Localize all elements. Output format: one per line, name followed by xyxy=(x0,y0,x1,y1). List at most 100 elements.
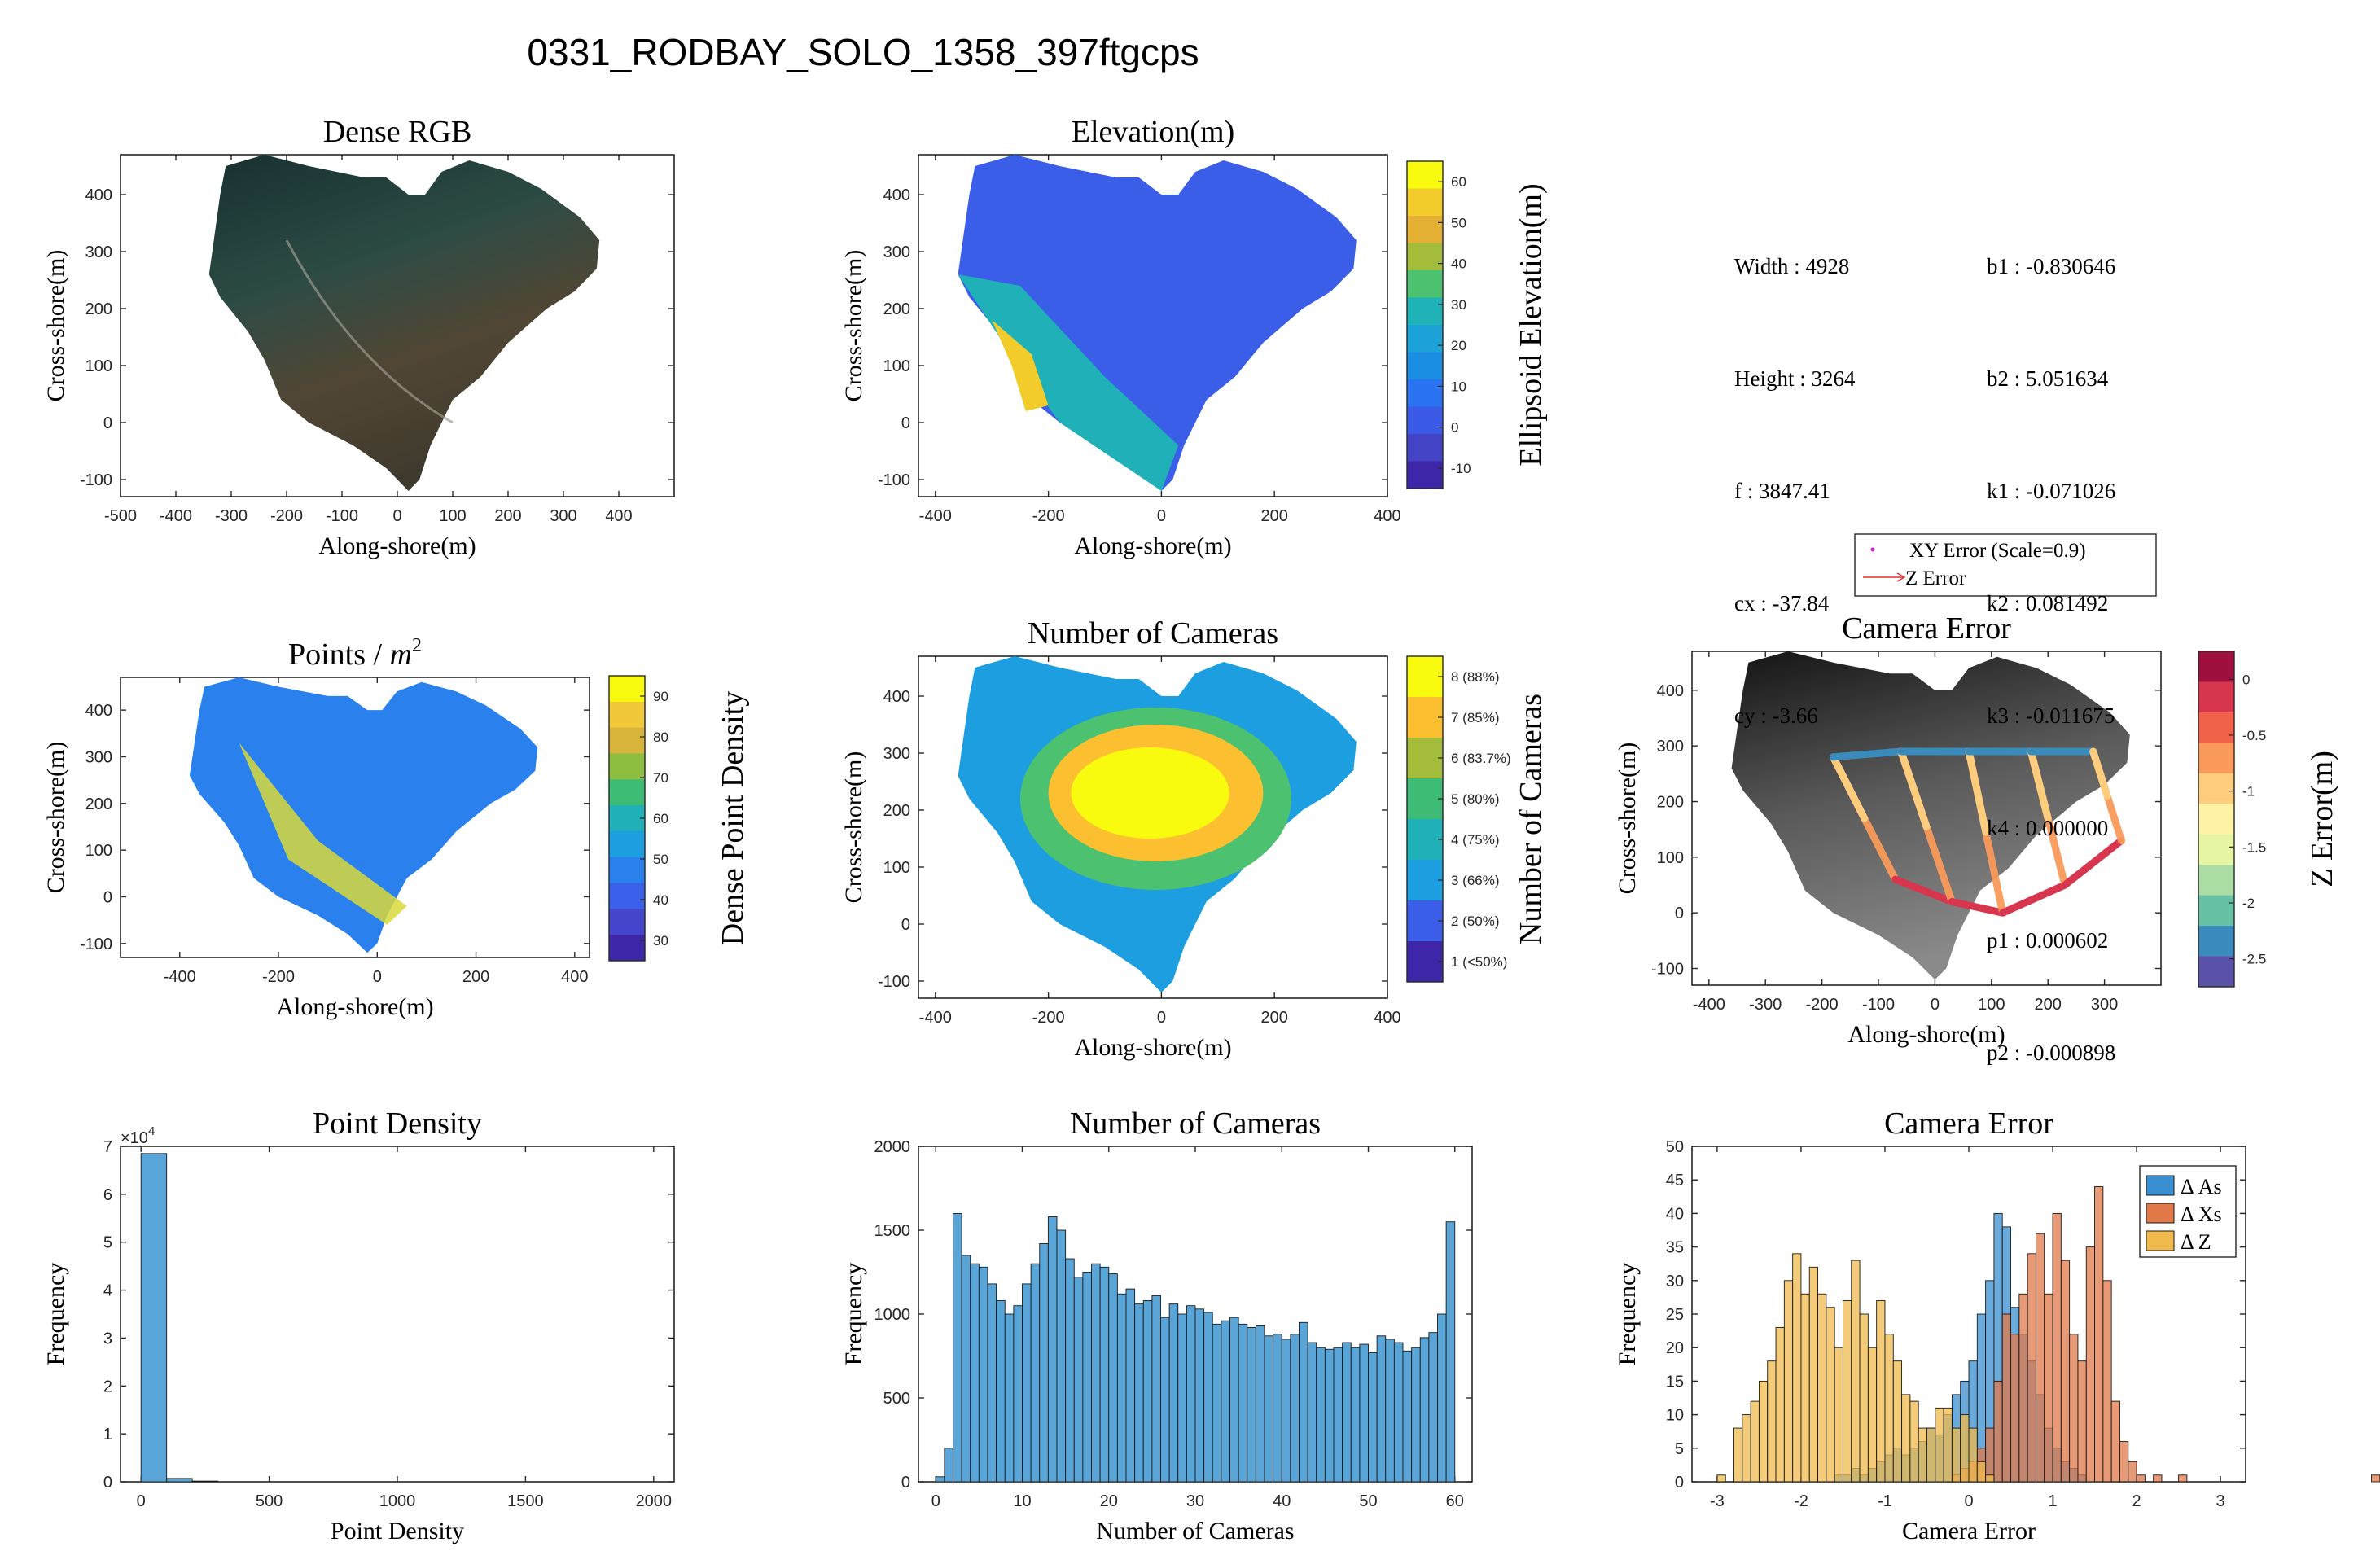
hist-bar xyxy=(1368,1352,1378,1483)
y-tick-label: 2 xyxy=(103,1378,112,1395)
y-tick-label: 5 xyxy=(1675,1440,1684,1458)
hist-bar xyxy=(978,1266,988,1483)
y-axis-label: Cross-shore(m) xyxy=(1614,743,1641,895)
x-tick-label: -100 xyxy=(326,507,358,525)
hist-bar xyxy=(935,1476,945,1483)
legend-swatch xyxy=(2146,1175,2175,1196)
chart-title-superscript: 2 xyxy=(412,635,422,656)
hist-bar-2 xyxy=(1716,1474,1726,1483)
hist-bar xyxy=(1290,1334,1300,1483)
hist-bar xyxy=(944,1448,953,1483)
param-row-height: Height : 3264 xyxy=(1734,366,1856,391)
y-axis-label: Cross-shore(m) xyxy=(840,751,867,904)
y-tick-label: 0 xyxy=(103,1474,112,1492)
x-tick-label: 60 xyxy=(1446,1492,1464,1510)
hist-bar-2 xyxy=(1901,1394,1911,1483)
y-tick-label: 3 xyxy=(103,1330,112,1347)
chart-title-math: m xyxy=(390,637,412,672)
hist-bar xyxy=(1212,1323,1222,1483)
colorbar-tick-label: 80 xyxy=(653,729,668,745)
x-tick-label: -200 xyxy=(1032,507,1065,525)
y-axis-label: Frequency xyxy=(840,1263,867,1366)
chart-camera-error-map: -400 -300 -200 -100 0 100 200 300 -100 0 100 200 300… xyxy=(1614,533,2339,1048)
colorbar-segment xyxy=(1407,406,1443,435)
colorbar-tick-label: 1 (<50%) xyxy=(1451,954,1507,970)
x-axis-label: Point Density xyxy=(331,1518,464,1544)
hist-bar xyxy=(191,1480,219,1483)
x-axis-label: Along-shore(m) xyxy=(276,993,433,1020)
hist-bar xyxy=(1194,1308,1205,1483)
colorbar-segment xyxy=(609,883,645,909)
camera-error-hist-legend: Δ As Δ Xs Δ Z xyxy=(2139,1165,2237,1258)
hist-bar xyxy=(1186,1305,1196,1483)
hist-bar-1 xyxy=(2371,1474,2380,1483)
hist-bar-1 xyxy=(2060,1260,2071,1483)
y-tick-label: 0 xyxy=(1675,905,1684,922)
x-tick-label: 3 xyxy=(2216,1492,2225,1510)
x-tick-label: -400 xyxy=(919,1009,952,1027)
param-row-k2: k2 : 0.081492 xyxy=(1987,591,2109,616)
hist-bar-2 xyxy=(1976,1461,1987,1483)
colorbar-frame xyxy=(1406,655,1444,983)
hist-bar-2 xyxy=(1884,1334,1894,1483)
hist-bar xyxy=(1151,1295,1161,1483)
hist-bar xyxy=(1030,1263,1041,1483)
y-tick-label: -100 xyxy=(878,471,910,489)
colorbar-segment xyxy=(2198,956,2234,988)
x-tick-label: -400 xyxy=(164,968,196,986)
chart-title-text: Point Density xyxy=(313,1106,482,1141)
x-tick-label: 20 xyxy=(1100,1492,1118,1510)
hist-bar xyxy=(1428,1332,1438,1483)
colorbar-segment xyxy=(2198,651,2234,682)
x-tick-label: 0 xyxy=(373,968,382,986)
x-tick-label: 0 xyxy=(1964,1492,1973,1510)
y-tick-label: 200 xyxy=(85,795,112,813)
hist-bar-2 xyxy=(1876,1300,1886,1483)
y-tick-label: 100 xyxy=(85,357,112,375)
y-tick-label: 300 xyxy=(883,745,910,763)
y-axis-label: Cross-shore(m) xyxy=(840,250,867,402)
hist-bar-2 xyxy=(1909,1400,1919,1483)
colorbar-segment xyxy=(2198,865,2234,896)
hist-bar-2 xyxy=(1943,1407,1953,1483)
hist-bar-1 xyxy=(2035,1233,2045,1483)
param-row-width: Width : 4928 xyxy=(1734,254,1850,278)
camera-count-zone-8 xyxy=(1071,747,1229,839)
colorbar-segment xyxy=(1407,819,1443,861)
x-tick-label: 0 xyxy=(392,507,401,525)
colorbar-segment xyxy=(609,830,645,858)
hist-bar xyxy=(166,1478,193,1483)
chart-title: Camera Error xyxy=(1884,1106,2053,1141)
hist-bar xyxy=(1099,1266,1110,1483)
y-axis-label: Frequency xyxy=(42,1263,69,1366)
colorbar-segment xyxy=(2198,712,2234,743)
legend-swatch xyxy=(2146,1230,2175,1251)
hist-bar xyxy=(1350,1347,1361,1483)
hist-bar-1 xyxy=(2010,1334,2020,1483)
colorbar-segment xyxy=(1407,697,1443,738)
param-row-cx: cx : -37.84 xyxy=(1734,591,1830,616)
hist-bar-1 xyxy=(2069,1334,2079,1483)
colorbar-segment xyxy=(1407,656,1443,698)
colorbar-tick-label: 40 xyxy=(1451,256,1466,272)
hist-bar-2 xyxy=(1733,1427,1743,1483)
y-tick-label: 100 xyxy=(883,357,910,375)
hist-bar xyxy=(1134,1303,1144,1483)
colorbar-segment xyxy=(1407,325,1443,353)
x-tick-label: 200 xyxy=(1261,507,1288,525)
y-tick-label: 300 xyxy=(883,243,910,261)
colorbar-frame xyxy=(1406,160,1444,489)
x-tick-label: 200 xyxy=(1261,1009,1288,1027)
hist-bar-1 xyxy=(2027,1253,2036,1483)
colorbar-segment xyxy=(609,753,645,780)
x-axis-label: Along-shore(m) xyxy=(1074,532,1231,559)
hist-bar-1 xyxy=(2128,1461,2137,1483)
colorbar-tick-label: -1.5 xyxy=(2242,839,2266,855)
colorbar-segment xyxy=(609,676,645,703)
colorbar-label: Ellipsoid Elevation(m) xyxy=(1514,183,1548,466)
chart-title: Dense RGB xyxy=(323,115,472,149)
x-tick-label: -1 xyxy=(1878,1492,1892,1510)
hist-bar-1 xyxy=(2085,1246,2095,1483)
colorbar-tick-label: 2 (50%) xyxy=(1451,914,1500,929)
elevation-surface-high xyxy=(992,320,1049,411)
